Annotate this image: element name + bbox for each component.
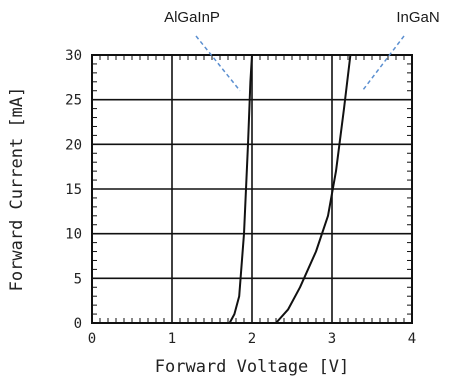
y-tick-label-10: 10 <box>65 227 82 243</box>
callout-label-ingan: InGaN <box>396 9 439 26</box>
y-tick-label-30: 30 <box>65 48 82 64</box>
y-tick-label-20: 20 <box>65 137 82 153</box>
y-tick-label-5: 5 <box>74 271 82 287</box>
x-tick-label-3: 3 <box>328 331 336 347</box>
x-tick-label-1: 1 <box>168 331 176 347</box>
x-tick-label-0: 0 <box>88 331 96 347</box>
y-axis-title: Forward Current [mA] <box>7 87 27 292</box>
x-tick-label-4: 4 <box>408 331 416 347</box>
y-tick-label-25: 25 <box>65 93 82 109</box>
series-lines <box>228 54 352 324</box>
callouts: AlGaInP InGaN <box>164 9 440 92</box>
x-tick-label-2: 2 <box>248 331 256 347</box>
y-tick-label-15: 15 <box>65 182 82 198</box>
series-line-algainp <box>228 54 253 324</box>
x-axis-title: Forward Voltage [V] <box>155 357 349 377</box>
callout-label-algainp: AlGaInP <box>164 9 220 26</box>
y-tick-labels: 0 5 10 15 20 25 30 <box>65 48 82 332</box>
callout-leader-algainp <box>195 35 241 92</box>
y-tick-label-0: 0 <box>74 316 82 332</box>
x-tick-labels: 0 1 2 3 4 <box>88 331 416 347</box>
grid-lines <box>91 54 413 324</box>
series-line-ingan <box>275 54 352 324</box>
callout-leader-ingan <box>361 35 405 92</box>
